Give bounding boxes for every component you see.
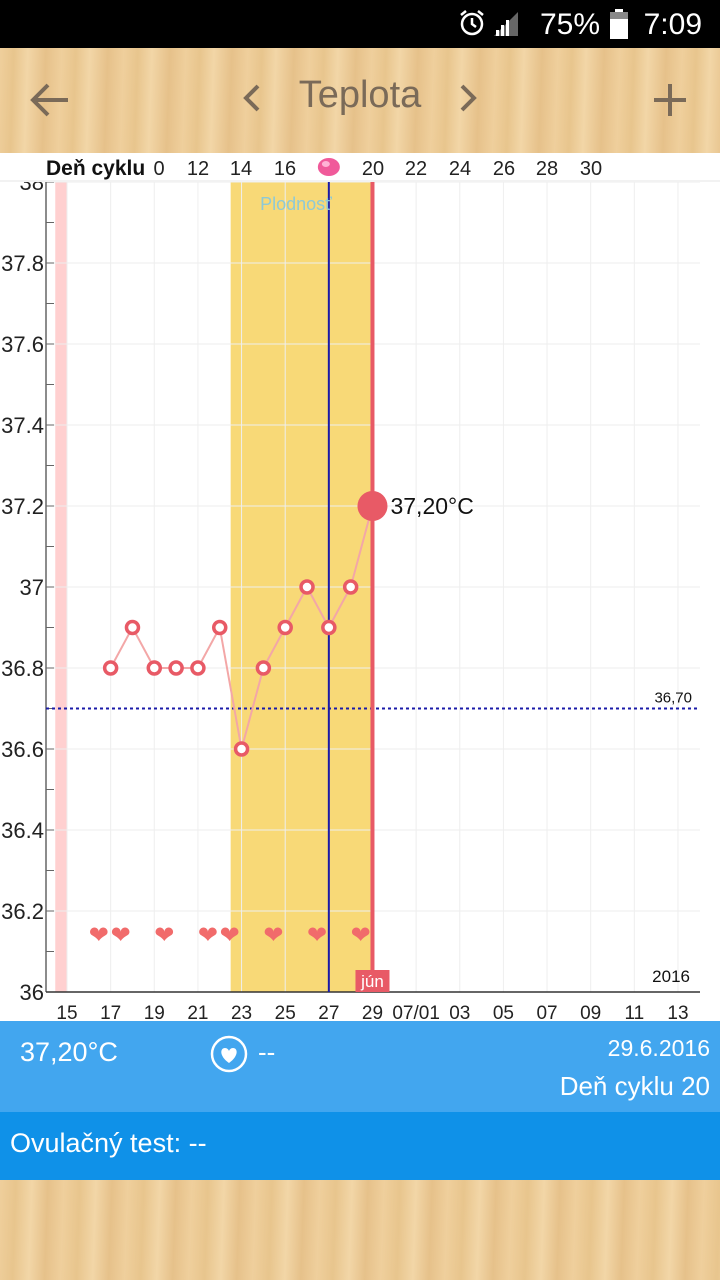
temperature-point: [211, 619, 228, 636]
status-bar: 75% 7:09: [0, 0, 720, 48]
heart-marker: ❤: [220, 921, 240, 949]
x-tick-label: 27: [318, 1003, 339, 1021]
toolbar: Teplota: [0, 48, 720, 153]
x-tick-label: 05: [493, 1003, 514, 1021]
top-tick-label: 14: [230, 158, 252, 180]
top-tick-label: 28: [536, 158, 558, 180]
temperature-point-current: [357, 491, 388, 521]
battery-percent: 75%: [539, 8, 600, 41]
x-tick-label: 23: [231, 1003, 252, 1021]
x-tick-label: 13: [667, 1003, 688, 1021]
heart-marker: ❤: [89, 921, 109, 949]
page-title: Teplota: [298, 74, 422, 116]
signal-icon: [494, 12, 518, 36]
selected-date: 29.6.2016: [607, 1035, 710, 1061]
heart-marker: ❤: [154, 921, 174, 949]
x-tick-label: 15: [56, 1003, 77, 1021]
top-tick-label: 0: [153, 158, 164, 180]
cycle-day-axis-label: Deň cyklu: [46, 157, 145, 180]
y-tick-label: 36: [20, 980, 44, 1005]
temperature-point: [124, 619, 141, 636]
back-arrow-icon[interactable]: [28, 78, 72, 122]
baseline-label: 36,70: [654, 690, 692, 707]
x-tick-label: 11: [624, 1003, 644, 1021]
info-bar[interactable]: 37,20°C -- 29.6.2016 Deň cyklu 20: [0, 1021, 720, 1112]
top-tick-label: 16: [274, 158, 296, 180]
heart-marker: ❤: [111, 921, 131, 949]
x-tick-label: 07/01: [392, 1003, 440, 1021]
month-label: jún: [360, 972, 384, 991]
top-tick-label: 24: [449, 158, 471, 180]
footer: [0, 1180, 720, 1280]
x-tick-label: 03: [449, 1003, 470, 1021]
y-tick-label: 36.8: [1, 656, 44, 681]
ovulation-test-bar[interactable]: Ovulačný test: --: [0, 1112, 720, 1180]
y-tick-label: 36.6: [1, 737, 44, 762]
chart-svg[interactable]: 3636.236.436.636.83737.237.437.637.83836…: [0, 153, 720, 1024]
temperature-point: [146, 660, 163, 676]
x-tick-label: 17: [100, 1003, 121, 1021]
temperature-point: [255, 660, 272, 676]
fertile-label: Plodnosť: [260, 194, 332, 214]
ovulation-marker-highlight: [321, 161, 330, 167]
top-tick-label: 26: [493, 158, 515, 180]
x-tick-label: 09: [580, 1003, 601, 1021]
top-tick-label: 22: [405, 158, 427, 180]
temperature-point: [233, 741, 250, 757]
chevron-left-icon[interactable]: [238, 76, 268, 120]
x-tick-label: 29: [362, 1003, 383, 1021]
clock: 7:09: [643, 8, 702, 41]
heart-value: --: [258, 1037, 276, 1067]
current-temperature: 37,20°C: [20, 1037, 118, 1067]
current-temperature-label: 37,20°C: [390, 493, 473, 519]
y-tick-label: 37.4: [1, 413, 44, 438]
top-axis-strip: [0, 153, 720, 182]
top-tick-label: 12: [187, 158, 209, 180]
cycle-day: Deň cyklu 20: [559, 1071, 710, 1101]
y-tick-label: 36.2: [1, 899, 44, 924]
x-tick-label: 19: [144, 1003, 165, 1021]
heart-marker: ❤: [307, 921, 327, 949]
temperature-point: [190, 660, 206, 676]
temperature-chart[interactable]: 36 36.2 36.4 36.6 36.8 37 37.2 37.4 37.6 37.8 38 36…: [0, 153, 720, 1024]
y-tick-label: 37.8: [1, 251, 44, 276]
temperature-point: [168, 660, 184, 676]
heart-icon[interactable]: [210, 1035, 248, 1073]
chevron-right-icon[interactable]: [452, 76, 482, 120]
y-tick-label: 36.4: [1, 818, 44, 843]
x-tick-label: 21: [187, 1003, 208, 1021]
plus-icon[interactable]: [648, 78, 692, 122]
temperature-point: [277, 619, 293, 636]
battery-icon: [610, 9, 628, 39]
temperature-point: [321, 619, 337, 636]
y-tick-label: 37: [20, 575, 44, 600]
y-tick-label: 37.6: [1, 332, 44, 357]
ovulation-test-label: Ovulačný test: --: [10, 1128, 207, 1158]
top-tick-label: 30: [580, 158, 602, 180]
temperature-point: [102, 660, 119, 676]
x-tick-label: 25: [275, 1003, 296, 1021]
x-tick-label: 07: [536, 1003, 557, 1021]
temperature-point: [342, 579, 359, 595]
month-tag: [355, 970, 390, 992]
heart-marker: ❤: [198, 921, 218, 949]
alarm-icon: [460, 10, 484, 36]
ovulation-marker-icon: [317, 158, 340, 176]
heart-marker: ❤: [351, 921, 371, 949]
top-tick-label: 20: [362, 158, 384, 180]
temperature-point: [299, 579, 315, 595]
y-tick-label: 37.2: [1, 494, 44, 519]
year-label: 2016: [652, 967, 690, 986]
heart-marker: ❤: [263, 921, 283, 949]
